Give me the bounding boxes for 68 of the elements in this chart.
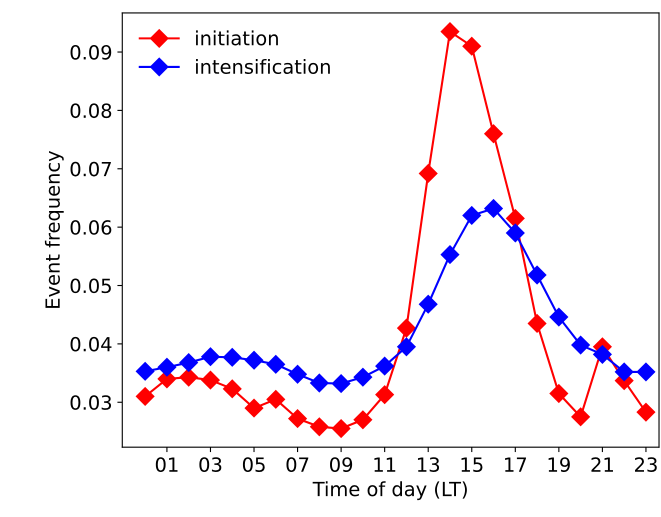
- point: [462, 36, 482, 56]
- y-tick-label: 0.03: [70, 395, 112, 410]
- point: [506, 209, 525, 228]
- x-tick-label: 23: [635, 457, 657, 472]
- x-tick-label: 07: [286, 457, 308, 472]
- y-tick-label: 0.04: [70, 336, 112, 352]
- point: [636, 402, 656, 422]
- x-tick-label: 17: [505, 458, 526, 472]
- x-tick-label: 19: [548, 457, 570, 472]
- point: [179, 353, 198, 372]
- point: [222, 348, 242, 367]
- point: [549, 308, 568, 326]
- point: [593, 345, 612, 364]
- x-tick-label: 11: [374, 458, 396, 472]
- legend-label: initiation: [196, 30, 278, 46]
- point: [179, 368, 198, 387]
- x-tick-label: 09: [330, 457, 352, 472]
- point: [418, 164, 438, 183]
- point: [571, 336, 590, 354]
- x-tick-label: 01: [156, 457, 178, 472]
- y-tick-label: 0.06: [70, 220, 112, 235]
- x-tick-label: 15: [462, 458, 482, 472]
- point: [201, 370, 220, 390]
- point: [484, 199, 503, 218]
- point: [201, 347, 220, 366]
- point: [397, 337, 416, 356]
- x-tick-label: 13: [418, 457, 440, 472]
- point: [462, 206, 482, 225]
- x-tick-label: 03: [199, 457, 222, 472]
- point: [266, 390, 286, 409]
- point: [266, 354, 286, 374]
- point: [397, 318, 416, 338]
- legend-label: intensification: [196, 58, 330, 74]
- point: [484, 124, 503, 144]
- point: [440, 245, 460, 264]
- point: [222, 379, 242, 398]
- point: [375, 356, 394, 376]
- point: [354, 368, 372, 387]
- point: [614, 362, 634, 382]
- point: [549, 384, 568, 403]
- point: [571, 407, 590, 426]
- point: [375, 385, 394, 404]
- y-tick-label: 0.05: [70, 278, 111, 294]
- point: [354, 410, 372, 430]
- x-axis-title: Time of day (LT): [312, 481, 467, 500]
- point: [288, 364, 307, 384]
- x-tick-label: 05: [242, 457, 265, 472]
- y-tick-label: 0.07: [70, 162, 111, 176]
- point: [158, 358, 176, 377]
- point: [310, 417, 329, 436]
- point: [136, 387, 155, 406]
- point: [636, 362, 656, 382]
- point: [528, 314, 546, 333]
- y-axis-title: Event frequency: [44, 150, 64, 308]
- point: [440, 22, 460, 41]
- point: [244, 398, 264, 418]
- y-tick-label: 0.08: [70, 103, 112, 118]
- point: [332, 419, 350, 438]
- y-tick-label: 0.09: [70, 44, 112, 60]
- point: [418, 294, 438, 314]
- point: [506, 224, 525, 242]
- point: [244, 350, 264, 370]
- x-tick-label: 21: [591, 457, 613, 472]
- point: [528, 266, 546, 284]
- point: [136, 362, 155, 381]
- point: [310, 374, 329, 392]
- point: [332, 374, 350, 393]
- point: [288, 409, 307, 428]
